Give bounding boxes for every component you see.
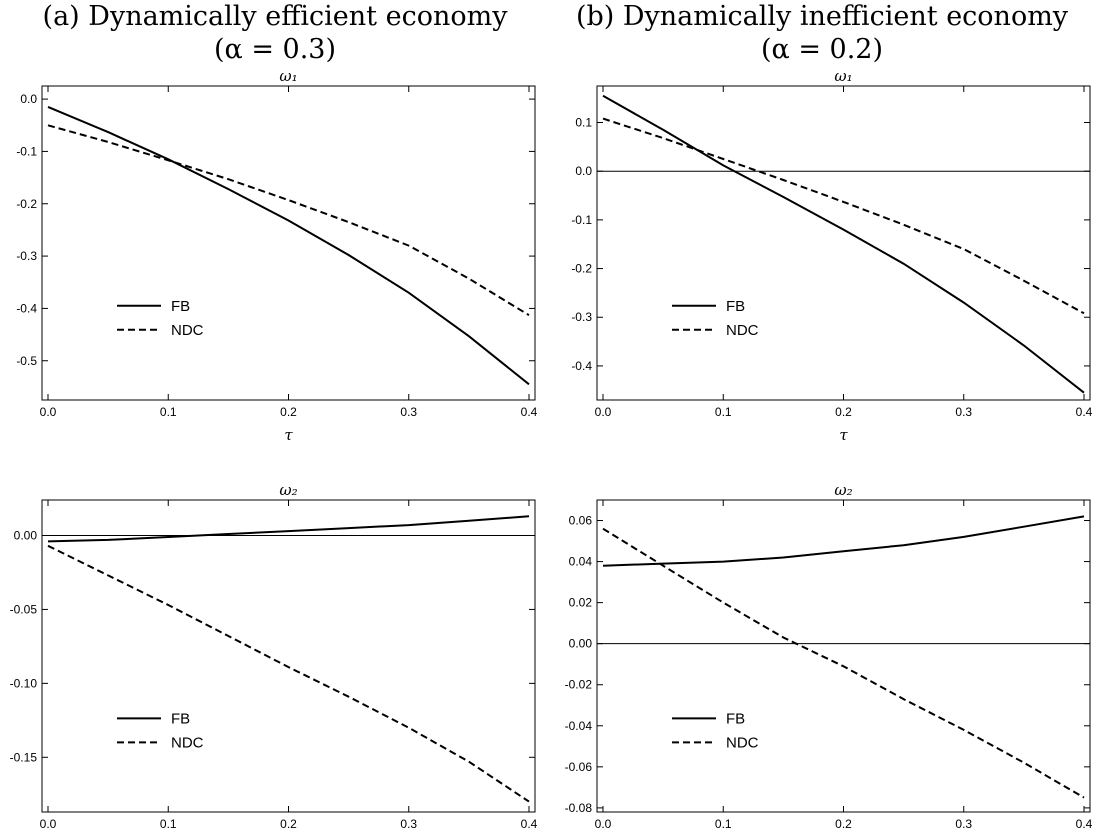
panel-3-xtick-label: 0.4 [521, 817, 538, 831]
column-a-heading: (a) Dynamically efficient economy [42, 1, 508, 32]
panel-3: 0.0 0.1 0.2 0.3 0.4 0.00 -0.05 -0.10 -0.15 ω₂ τ FB N… [10, 481, 538, 840]
panel-2-frame [596, 85, 1091, 401]
panel-2-ytick-label: 0.0 [575, 164, 592, 178]
panel-3-ytick-label: -0.05 [10, 602, 38, 616]
panel-1-ytick-label: 0.0 [20, 92, 37, 106]
panel-2-ytick-label: -0.2 [571, 262, 592, 276]
panel-2-ytick-label: -0.3 [571, 310, 592, 324]
panel-1-xtick-label: 0.2 [280, 405, 297, 419]
panel-1-ytick-label: -0.3 [16, 249, 37, 263]
column-b-title: (b) Dynamically inefficient economy (α =… [548, 0, 1096, 66]
panel-1-legend-label-fb: FB [171, 298, 190, 315]
panel-4-xtick-label: 0.2 [835, 817, 852, 831]
panel-3-series-fb-line [47, 515, 530, 543]
panel-1-series-ndc-line [47, 124, 530, 317]
panel-4-ytick-label: -0.06 [565, 760, 593, 774]
panel-1-xtick-label: 0.4 [521, 405, 538, 419]
panel-2-series-ndc-line [602, 117, 1085, 315]
panel-1-x-axis-label: τ [284, 426, 293, 444]
panel-3-ytick-label: -0.15 [10, 750, 38, 764]
panel-2-xtick-label: 0.2 [835, 405, 852, 419]
panel-3-legend-label-ndc: NDC [171, 734, 204, 751]
panel-1-xtick-label: 0.1 [160, 405, 177, 419]
panel-2-ytick-label: -0.4 [571, 359, 592, 373]
panel-3-x-axis-label: τ [284, 838, 293, 840]
panel-2-legend-label-fb: FB [726, 298, 745, 315]
panel-4-legend-label-ndc: NDC [726, 734, 759, 751]
panel-4-ytick-label: 0.02 [569, 596, 593, 610]
panel-2-xtick-label: 0.4 [1076, 405, 1093, 419]
column-a-title: (a) Dynamically efficient economy (α = 0… [0, 0, 550, 66]
panel-1-ytick-label: -0.2 [16, 197, 37, 211]
panel-1-series-fb-line [47, 105, 530, 386]
panel-3-ytick-label: 0.00 [14, 528, 38, 542]
panel-4-x-axis-label: τ [839, 838, 848, 840]
panel-4-ytick-label: 0.04 [569, 555, 593, 569]
panel-4-xtick-label: 0.1 [715, 817, 732, 831]
panel-1-xtick-label: 0.0 [40, 405, 57, 419]
panel-4-xtick-label: 0.3 [955, 817, 972, 831]
panel-4-title: ω₂ [834, 481, 852, 499]
panel-3-frame [41, 499, 536, 813]
panel-4-ytick-label: -0.08 [565, 801, 593, 815]
panel-1-title: ω₁ [279, 67, 297, 85]
panel-3-xtick-label: 0.2 [280, 817, 297, 831]
panel-3-title: ω₂ [279, 481, 297, 499]
panel-1-frame [41, 85, 536, 401]
column-b-parameter: (α = 0.2) [760, 34, 884, 65]
panel-4-xtick-label: 0.0 [595, 817, 612, 831]
panel-4-xtick-label: 0.4 [1076, 817, 1093, 831]
panel-2-xtick-label: 0.3 [955, 405, 972, 419]
panel-2-legend-label-ndc: NDC [726, 322, 759, 339]
panel-3-series-ndc-line [47, 544, 530, 803]
panel-4-frame [596, 499, 1091, 813]
panel-1-ytick-label: -0.1 [16, 144, 37, 158]
panel-4-legend-label-fb: FB [726, 710, 745, 727]
panel-1-ytick-label: -0.4 [16, 301, 37, 315]
panel-1: 0.0 0.1 0.2 0.3 0.4 0.0 -0.1 -0.2 -0.3 -0.4 -0.5 ω₁… [16, 67, 537, 444]
column-b-heading: (b) Dynamically inefficient economy [575, 1, 1069, 32]
panel-1-legend-label-ndc: NDC [171, 322, 204, 339]
panel-4-ytick-label: -0.04 [565, 719, 593, 733]
column-a-parameter: (α = 0.3) [213, 34, 337, 65]
panel-3-xtick-label: 0.0 [40, 817, 57, 831]
panel-4-series-ndc-line [602, 527, 1085, 799]
panel-4-series-fb-line [602, 515, 1085, 567]
panel-4-ytick-label: 0.00 [569, 637, 593, 651]
panel-4-ytick-label: -0.02 [565, 678, 593, 692]
panel-3-ytick-label: -0.10 [10, 676, 38, 690]
panel-2-ytick-label: -0.1 [571, 213, 592, 227]
panel-2-xtick-label: 0.1 [715, 405, 732, 419]
panel-4: 0.0 0.1 0.2 0.3 0.4 0.06 0.04 0.02 0.00 -0.02 -0.0… [565, 481, 1093, 840]
panel-3-legend-label-fb: FB [171, 710, 190, 727]
panel-3-xtick-label: 0.3 [400, 817, 417, 831]
panel-2-x-axis-label: τ [839, 426, 848, 444]
panel-2-series-fb-line [602, 94, 1085, 394]
panel-2-ytick-label: 0.1 [575, 116, 592, 130]
panel-1-xtick-label: 0.3 [400, 405, 417, 419]
panel-3-xtick-label: 0.1 [160, 817, 177, 831]
panel-4-ytick-label: 0.06 [569, 514, 593, 528]
panel-2-xtick-label: 0.0 [595, 405, 612, 419]
panel-2: 0.0 0.1 0.2 0.3 0.4 0.1 0.0 -0.1 -0.2 -0.3 -0.4 ω₁ τ… [571, 67, 1092, 444]
panel-2-title: ω₁ [834, 67, 852, 85]
panel-1-ytick-label: -0.5 [16, 354, 37, 368]
